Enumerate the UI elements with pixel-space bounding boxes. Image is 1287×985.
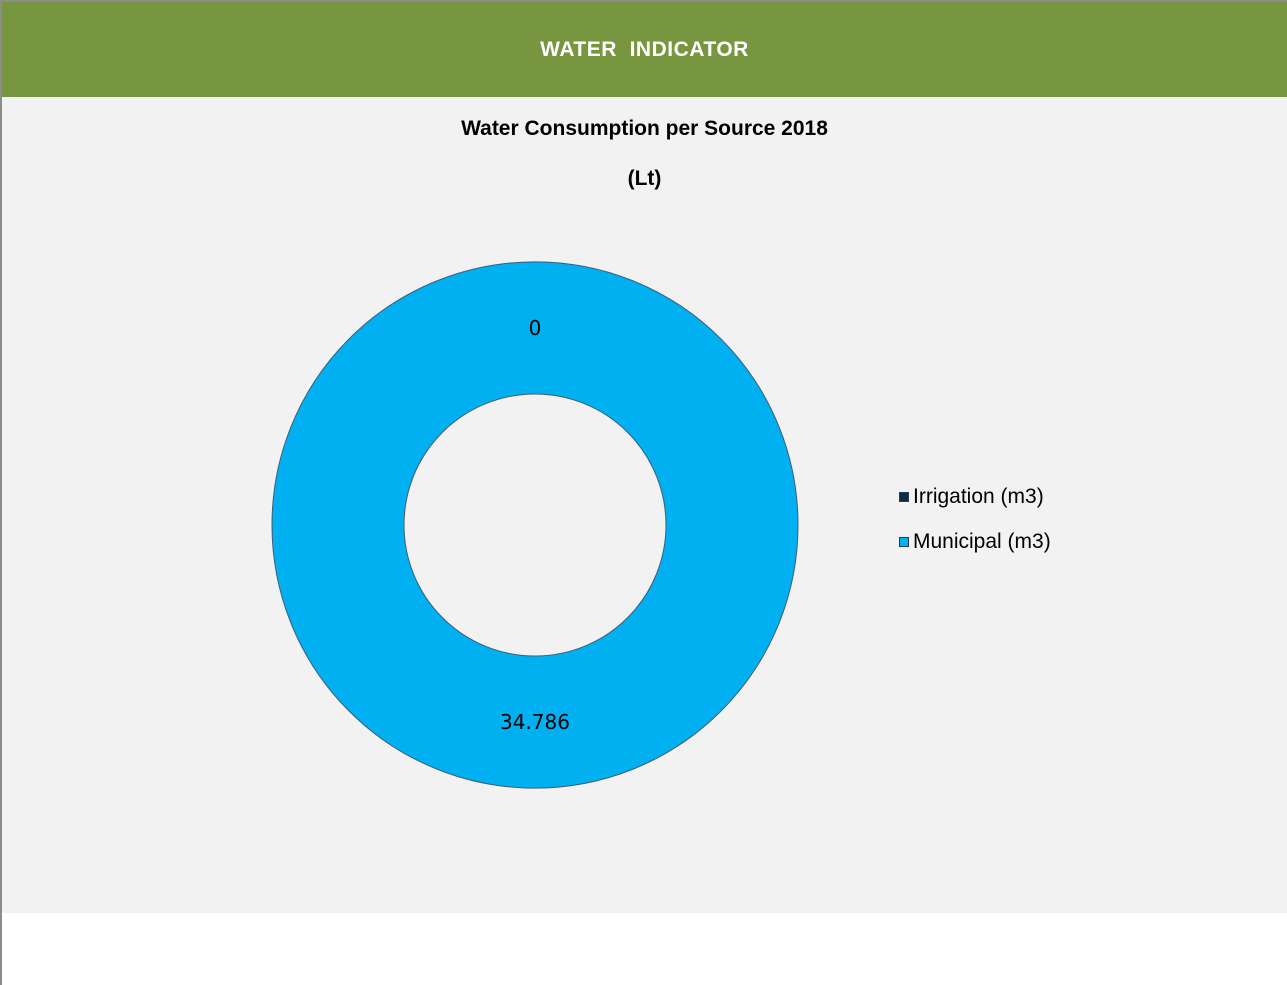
doughnut-data-labels: 0 34.786 bbox=[500, 316, 570, 734]
legend-swatch-municipal bbox=[899, 537, 909, 547]
chart-subtitle: (Lt) bbox=[627, 167, 662, 190]
legend-swatch-irrigation bbox=[899, 492, 909, 502]
slice-municipal bbox=[271, 261, 799, 789]
indicator-title: WATER INDICATOR bbox=[540, 37, 749, 61]
data-label-municipal: 34.786 bbox=[500, 710, 570, 734]
chart-title: Water Consumption per Source 2018 bbox=[461, 117, 828, 140]
chart-legend: Irrigation (m3) Municipal (m3) bbox=[899, 485, 1051, 576]
doughnut-chart: 0 34.786 bbox=[271, 261, 799, 789]
data-label-irrigation: 0 bbox=[529, 316, 542, 340]
indicator-header: WATER INDICATOR bbox=[2, 2, 1287, 97]
legend-label-irrigation: Irrigation (m3) bbox=[913, 485, 1044, 508]
legend-item-irrigation: Irrigation (m3) bbox=[899, 485, 1051, 508]
legend-item-municipal: Municipal (m3) bbox=[899, 530, 1051, 553]
doughnut-slices bbox=[271, 261, 799, 789]
chart-area: Water Consumption per Source 2018 (Lt) 0… bbox=[2, 97, 1287, 913]
legend-label-municipal: Municipal (m3) bbox=[913, 530, 1051, 553]
